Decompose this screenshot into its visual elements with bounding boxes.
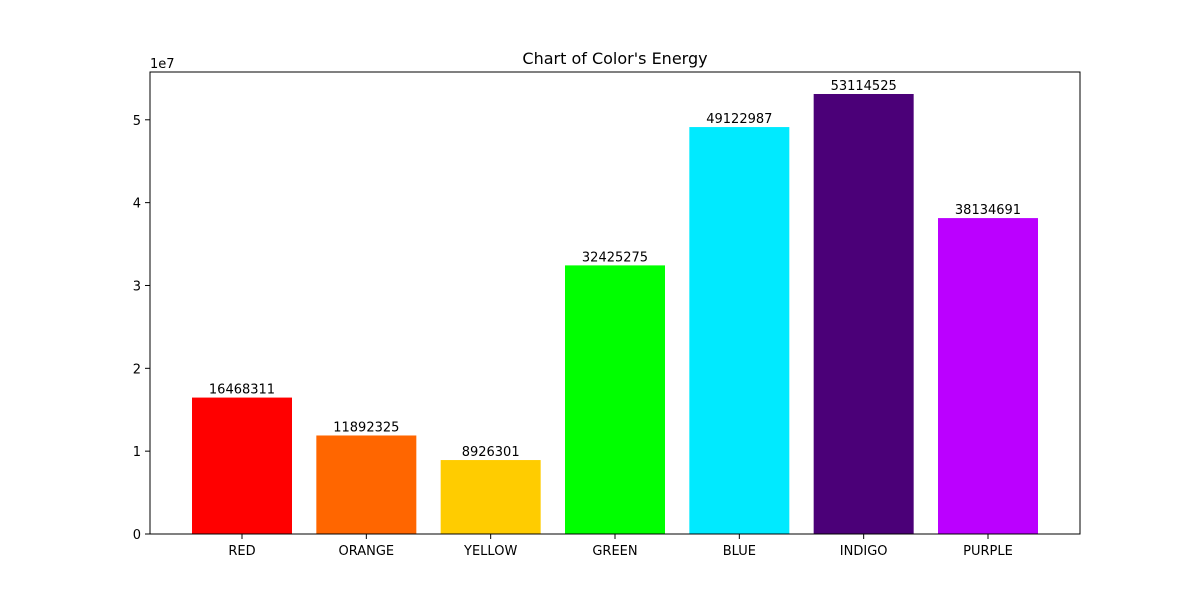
bars-group: [192, 93, 1038, 535]
value-label-purple: 38134691: [955, 203, 1021, 218]
value-label-red: 16468311: [209, 383, 275, 398]
x-tick-label-yellow: YELLOW: [463, 544, 517, 559]
bar-red: [192, 397, 292, 534]
value-label-indigo: 53114525: [831, 79, 897, 94]
x-tick-label-indigo: INDIGO: [840, 544, 888, 559]
value-label-yellow: 8926301: [462, 445, 520, 460]
value-label-green: 32425275: [582, 250, 648, 265]
y-axis-ticks: 0 1 2 3 4 5: [133, 114, 150, 543]
y-tick-label: 2: [133, 362, 141, 377]
x-axis-ticks: RED ORANGE YELLOW GREEN BLUE INDIGO PURPLE: [228, 534, 1013, 559]
chart-title: Chart of Color's Energy: [522, 49, 707, 68]
value-label-blue: 49122987: [706, 112, 772, 127]
bar-green: [565, 265, 665, 534]
y-axis-offset-label: 1e7: [150, 57, 175, 72]
x-tick-label-orange: ORANGE: [339, 544, 395, 559]
plot-area-frame: [149, 71, 1081, 535]
value-label-orange: 11892325: [333, 420, 399, 435]
y-tick-label: 5: [133, 114, 141, 129]
x-tick-label-blue: BLUE: [723, 544, 756, 559]
y-tick-label: 1: [133, 445, 141, 460]
bar-blue: [689, 127, 790, 535]
x-tick-label-red: RED: [228, 544, 255, 559]
x-tick-label-green: GREEN: [592, 544, 637, 559]
y-tick-label: 0: [133, 528, 141, 543]
bar-yellow: [440, 460, 541, 534]
x-tick-label-purple: PURPLE: [963, 544, 1013, 559]
value-labels-group: 16468311 11892325 8926301 32425275 49122987 5…: [209, 79, 1021, 460]
y-tick-label: 3: [133, 279, 141, 294]
y-tick-label: 4: [133, 197, 141, 212]
bar-orange: [316, 435, 417, 534]
bar-purple: [938, 218, 1038, 534]
bar-indigo: [813, 93, 914, 534]
